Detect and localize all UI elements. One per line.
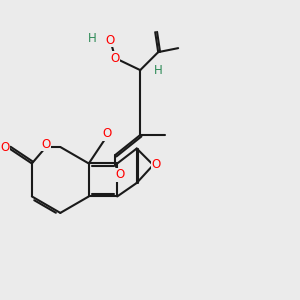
Text: O: O	[106, 34, 115, 47]
Text: O: O	[152, 158, 161, 172]
Text: O: O	[116, 169, 125, 182]
Text: O: O	[0, 140, 10, 154]
Text: H: H	[88, 32, 97, 45]
Text: O: O	[102, 127, 111, 140]
Text: O: O	[41, 137, 51, 151]
Text: H: H	[154, 64, 163, 76]
Text: O: O	[111, 52, 120, 64]
